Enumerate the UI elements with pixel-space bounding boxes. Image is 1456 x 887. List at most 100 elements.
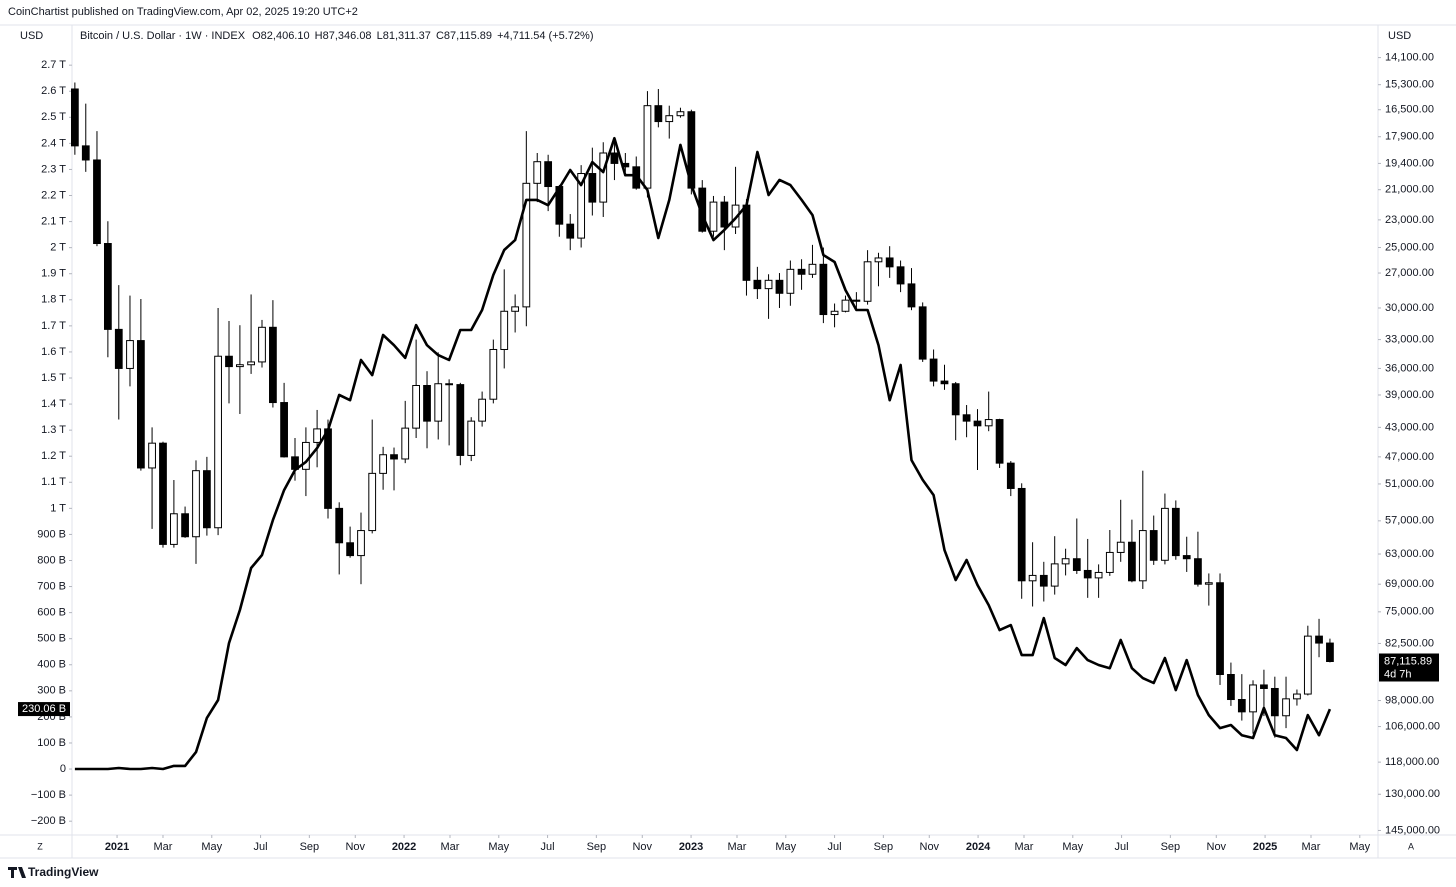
x-tick-label: Nov	[920, 841, 940, 853]
candle-body	[103, 243, 112, 330]
right-currency: USD	[1388, 30, 1411, 42]
candle-body	[1128, 541, 1136, 582]
candle-body	[764, 279, 773, 290]
x-tick-label: May	[1062, 841, 1083, 853]
candle-body	[456, 384, 465, 456]
candle-body	[577, 173, 586, 239]
candle-body	[984, 419, 993, 427]
candle-body	[1282, 698, 1290, 717]
logo-mark	[8, 867, 26, 878]
candle-body	[599, 152, 608, 203]
y2-tick-label: 21,000.00	[1385, 184, 1434, 196]
candle-body	[874, 257, 883, 263]
auto-button[interactable]: A	[1408, 841, 1414, 851]
candle-body	[70, 88, 79, 147]
candle-body	[1216, 582, 1224, 676]
candle-body	[742, 204, 751, 281]
candle-body	[1116, 541, 1125, 553]
zoom-button[interactable]: Z	[37, 841, 43, 851]
candle-body	[1315, 635, 1323, 644]
candle-body	[1105, 551, 1114, 573]
y2-tick-label: 15,300.00	[1385, 79, 1434, 91]
y-tick-label: 500 B	[37, 633, 66, 645]
y-tick-label: 1.1 T	[41, 476, 66, 488]
candle-body	[423, 384, 431, 422]
y-tick-label: 900 B	[37, 528, 66, 540]
candle-body	[390, 454, 398, 460]
candle-body	[203, 470, 211, 529]
candle-body	[1204, 582, 1213, 585]
symbol: Bitcoin / U.S. Dollar · 1W · INDEX	[80, 30, 246, 42]
candle-body	[434, 383, 443, 422]
candle-body	[841, 299, 850, 312]
candle-body	[863, 261, 872, 302]
y-tick-label: 1 T	[50, 502, 66, 514]
candle-body	[401, 427, 410, 460]
candle-body	[1039, 574, 1048, 587]
x-tick-label: Sep	[587, 841, 607, 853]
ohlc-close: C87,115.89	[436, 30, 492, 42]
candle-body	[1050, 563, 1059, 587]
y2-tick-label: 75,000.00	[1385, 606, 1434, 618]
x-tick-label: 2021	[105, 841, 129, 853]
candle-body	[830, 310, 839, 316]
candle-body	[753, 279, 762, 290]
y-tick-label: 1.5 T	[41, 372, 66, 384]
x-tick-label: Nov	[632, 841, 652, 853]
ohlc-change: +4,711.54 (+5.72%)	[497, 30, 593, 42]
candle-body	[1194, 558, 1202, 585]
candle-body	[1017, 487, 1026, 582]
x-tick-label: 2024	[966, 841, 991, 853]
candle-body	[1293, 693, 1301, 700]
candle-body	[445, 383, 454, 386]
value-label-box	[18, 702, 70, 717]
y-tick-label: 2.3 T	[41, 163, 66, 175]
x-tick-label: Jul	[828, 841, 842, 853]
publisher: CoinChartist published on TradingView.co…	[8, 6, 358, 18]
candle-body	[137, 340, 145, 469]
y-tick-label: 1.7 T	[41, 320, 66, 332]
candle-body	[643, 105, 652, 189]
candle-body	[973, 420, 982, 427]
x-tick-label: 2025	[1253, 841, 1277, 853]
y-tick-label: 1.9 T	[41, 268, 66, 280]
candle-body	[1326, 642, 1334, 662]
candle-body	[852, 299, 861, 302]
y2-tick-label: 63,000.00	[1385, 548, 1434, 560]
candle-body	[148, 442, 156, 469]
candle-body	[819, 263, 828, 316]
legend: Bitcoin / U.S. Dollar · 1W · INDEX O82,4…	[80, 30, 594, 42]
candle-body	[214, 355, 222, 529]
candle-body	[1072, 558, 1081, 571]
y-tick-label: 2.4 T	[41, 137, 66, 149]
y2-tick-label: 39,000.00	[1385, 389, 1434, 401]
candle-body	[1182, 555, 1191, 560]
candle-body	[962, 414, 971, 422]
candle-body	[775, 279, 784, 294]
y2-tick-label: 98,000.00	[1385, 694, 1434, 706]
y-tick-label: 2.2 T	[41, 189, 66, 201]
candle-body	[357, 530, 365, 557]
x-tick-label: Mar	[441, 841, 460, 853]
y2-tick-label: 14,100.00	[1385, 52, 1434, 64]
candle-body	[1006, 462, 1015, 489]
y2-tick-label: 118,000.00	[1385, 756, 1439, 768]
y-tick-label: −200 B	[31, 815, 66, 827]
y2-tick-label: 51,000.00	[1385, 478, 1434, 490]
y2-tick-label: 47,000.00	[1385, 451, 1434, 463]
x-tick-label: Jul	[254, 841, 268, 853]
ohlc-low: L81,311.37	[377, 30, 431, 42]
candle-body	[698, 187, 707, 232]
candle-body	[467, 420, 476, 456]
candle-body	[940, 380, 949, 385]
y-tick-label: 100 B	[37, 737, 66, 749]
candle-body	[1061, 558, 1070, 565]
candle-body	[995, 419, 1004, 464]
candle-body	[93, 159, 101, 245]
logo: TradingView	[28, 865, 99, 879]
price-label: 87,115.89	[1384, 655, 1432, 667]
candle-body	[665, 115, 674, 123]
candle-body	[478, 398, 487, 422]
candle-body	[720, 201, 729, 228]
candle-body	[412, 384, 420, 429]
